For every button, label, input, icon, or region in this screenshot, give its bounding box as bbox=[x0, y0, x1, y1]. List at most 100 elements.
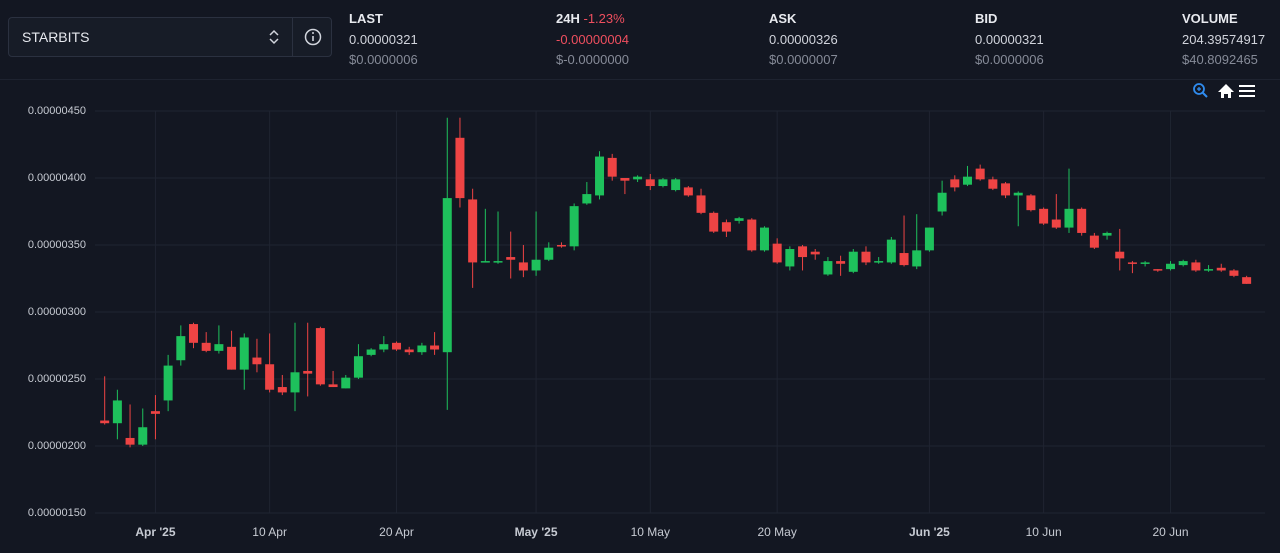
candle-body bbox=[645, 179, 655, 187]
candle-body bbox=[138, 427, 148, 445]
candle-body bbox=[1216, 267, 1226, 271]
candle-body bbox=[544, 247, 554, 260]
market-selector[interactable]: STARBITS bbox=[8, 17, 332, 57]
candle-body bbox=[455, 137, 465, 199]
candle-body bbox=[937, 192, 947, 212]
candle-body bbox=[430, 345, 440, 350]
candle-body bbox=[988, 179, 998, 189]
candle-body bbox=[150, 411, 160, 414]
candle-body bbox=[1026, 195, 1036, 211]
candle-body bbox=[125, 437, 135, 445]
stat-value: 0.00000321 bbox=[349, 31, 418, 47]
candle-body bbox=[962, 176, 972, 185]
stat-value: 0.00000326 bbox=[769, 31, 838, 47]
candle-body bbox=[1191, 262, 1201, 271]
candle-body bbox=[785, 249, 795, 267]
info-button[interactable] bbox=[292, 18, 333, 56]
stat-label: VOLUME bbox=[1182, 11, 1238, 26]
candle-body bbox=[1140, 262, 1150, 264]
candle-body bbox=[252, 357, 262, 365]
x-tick-label: Jun '25 bbox=[909, 525, 950, 539]
candle-body bbox=[823, 261, 833, 275]
candle-body bbox=[480, 261, 490, 263]
header-divider bbox=[0, 79, 1280, 80]
candle-body bbox=[569, 206, 579, 247]
stat-label-row: 24H -1.23% bbox=[556, 9, 629, 30]
candle-body bbox=[417, 345, 427, 353]
candle-body bbox=[163, 365, 173, 401]
info-icon bbox=[304, 28, 322, 46]
candle-body bbox=[189, 324, 199, 343]
candle-body bbox=[836, 261, 846, 264]
zoom-button[interactable] bbox=[1193, 83, 1208, 98]
stat-last: LAST 0.00000321 $0.0000006 bbox=[349, 9, 418, 71]
stat-usd: $-0.0000000 bbox=[556, 52, 630, 67]
candle-body bbox=[531, 259, 541, 271]
candle-body bbox=[607, 157, 617, 177]
candle-body bbox=[924, 227, 934, 251]
candle-body bbox=[328, 384, 338, 388]
candle-body bbox=[556, 245, 566, 247]
candle-body bbox=[468, 199, 478, 263]
candle-body bbox=[290, 372, 300, 393]
stat-label: ASK bbox=[769, 11, 797, 26]
candle-body bbox=[874, 261, 884, 263]
candle-body bbox=[595, 156, 605, 196]
stat-value: 0.00000321 bbox=[975, 31, 1044, 47]
x-tick-label: Apr '25 bbox=[135, 525, 176, 539]
y-tick-label: 0.00000200 bbox=[28, 440, 86, 452]
candle-body bbox=[848, 251, 858, 272]
candle-body bbox=[1102, 232, 1112, 236]
stat-change: -1.23% bbox=[583, 11, 625, 26]
candle-body bbox=[277, 387, 287, 393]
chart-toolbar bbox=[1193, 83, 1255, 98]
candle-body bbox=[265, 364, 275, 390]
candle-body bbox=[620, 178, 630, 181]
candle-body bbox=[1204, 269, 1214, 271]
x-tick-label: 10 Apr bbox=[252, 525, 287, 539]
stat-usd: $40.8092465 bbox=[1182, 52, 1258, 67]
candle-body bbox=[709, 212, 719, 232]
stat-value: 204.39574917 bbox=[1182, 31, 1266, 47]
candle-body bbox=[975, 168, 985, 180]
home-button[interactable] bbox=[1218, 84, 1234, 98]
candle-body bbox=[721, 222, 731, 232]
candle-body bbox=[201, 342, 211, 351]
candle-body bbox=[1127, 262, 1137, 264]
candle-body bbox=[176, 336, 186, 361]
y-tick-label: 0.00000400 bbox=[28, 172, 86, 184]
candle-body bbox=[379, 344, 389, 350]
candle-body bbox=[950, 179, 960, 188]
candle-body bbox=[227, 346, 237, 370]
candle-body bbox=[1039, 208, 1049, 224]
stat-label: 24H bbox=[556, 11, 580, 26]
y-tick-label: 0.00000350 bbox=[28, 239, 86, 251]
candle-body bbox=[341, 377, 351, 389]
candle-body bbox=[404, 349, 414, 353]
chevron-icon bbox=[269, 29, 279, 45]
candle-body bbox=[506, 257, 516, 260]
stat-label: LAST bbox=[349, 11, 383, 26]
stat-ask: ASK 0.00000326 $0.0000007 bbox=[769, 9, 838, 71]
stat-bid: BID 0.00000321 $0.0000006 bbox=[975, 9, 1044, 71]
candle-body bbox=[1064, 208, 1074, 228]
stat-usd: $0.0000006 bbox=[975, 52, 1044, 67]
candle-body bbox=[912, 250, 922, 267]
candle-body bbox=[1115, 251, 1125, 259]
candle-body bbox=[303, 370, 313, 374]
y-tick-label: 0.00000250 bbox=[28, 373, 86, 385]
market-name: STARBITS bbox=[22, 29, 90, 45]
x-tick-label: 10 May bbox=[631, 525, 670, 539]
candle-body bbox=[1051, 219, 1061, 228]
candle-body bbox=[353, 356, 363, 378]
candle-body bbox=[1077, 208, 1087, 233]
candle-body bbox=[810, 251, 820, 255]
candle-body bbox=[633, 176, 643, 180]
x-tick-label: 20 Jun bbox=[1152, 525, 1188, 539]
candle-body bbox=[518, 262, 528, 271]
menu-button[interactable] bbox=[1239, 85, 1255, 97]
candle-body bbox=[493, 261, 503, 263]
candle-body bbox=[683, 187, 693, 196]
